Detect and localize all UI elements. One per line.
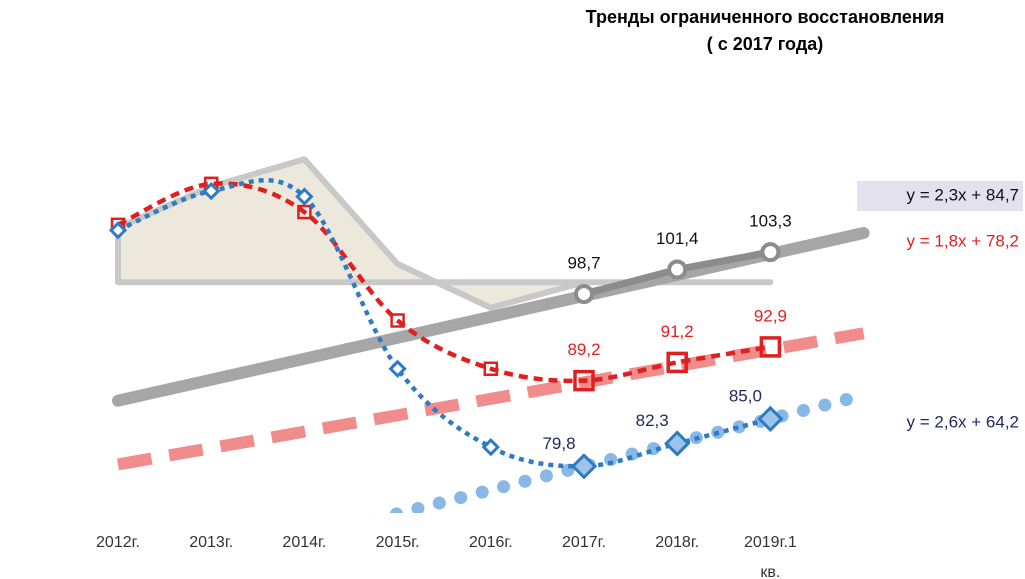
trendline <box>116 327 865 471</box>
marker <box>297 204 312 220</box>
series-line <box>117 181 771 384</box>
x-tick-label: 2015г. <box>375 534 420 551</box>
marker <box>666 351 688 374</box>
marker <box>667 259 688 280</box>
data-label: 98,7 <box>567 254 600 273</box>
x-tick-label: 2017г. <box>562 534 606 551</box>
data-label: 85,0 <box>729 386 762 405</box>
x-tick-label: 2018г. <box>655 534 700 551</box>
marker <box>664 430 691 457</box>
marker <box>570 453 598 480</box>
data-label: 89,2 <box>567 340 600 359</box>
trend-label: y = 1,8x + 78,2 <box>907 231 1019 250</box>
marker <box>295 187 314 206</box>
marker <box>574 284 594 305</box>
marker <box>759 336 782 358</box>
x-tick-label: 2016г. <box>468 534 513 551</box>
marker <box>388 359 407 378</box>
marker <box>481 438 500 457</box>
series-line <box>117 178 771 469</box>
marker <box>108 221 128 240</box>
trend-label-bg <box>857 181 1023 211</box>
data-label: 91,2 <box>661 322 694 341</box>
data-label: 92,9 <box>754 306 787 325</box>
marker <box>760 242 781 263</box>
trend-label: y = 2,6x + 64,2 <box>907 412 1019 431</box>
data-label: 101,4 <box>656 229 699 248</box>
x-tick-label: 2012г. <box>96 534 140 551</box>
x-tick-label: 2019г.1 кв. <box>743 534 797 579</box>
data-label: 82,3 <box>636 411 669 430</box>
data-label: 79,8 <box>542 434 575 453</box>
marker <box>573 369 595 392</box>
x-tick-label: 2014г. <box>282 534 327 551</box>
trendline <box>373 388 871 513</box>
marker <box>483 361 499 377</box>
marker <box>390 313 405 328</box>
x-tick-label: 2013г. <box>189 534 234 551</box>
chart-title: Тренды ограниченного восстановления <box>585 7 945 27</box>
marker <box>757 405 784 433</box>
data-label: 103,3 <box>749 212 792 231</box>
trend-label: y = 2,3x + 84,7 <box>907 185 1019 204</box>
chart-subtitle: ( с 2017 года) <box>706 34 824 54</box>
marker <box>202 181 221 201</box>
